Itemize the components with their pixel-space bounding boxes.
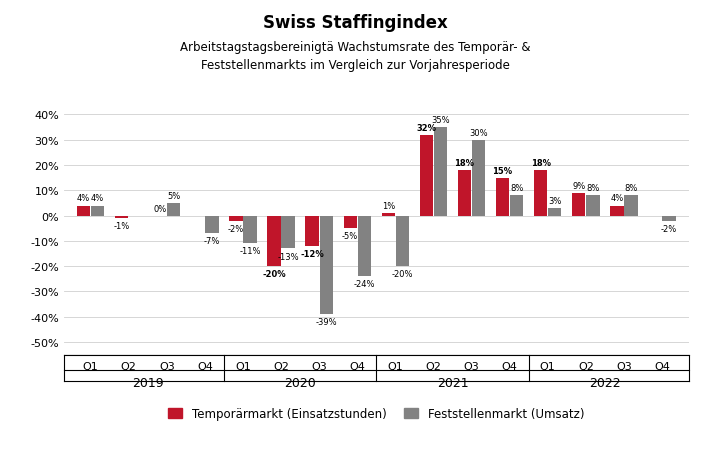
- Bar: [91, 206, 104, 216]
- Text: -2%: -2%: [661, 224, 677, 233]
- Text: Q2: Q2: [273, 361, 289, 371]
- Text: Q1: Q1: [388, 361, 403, 371]
- Text: Q3: Q3: [464, 361, 479, 371]
- Bar: [662, 216, 676, 221]
- Text: -11%: -11%: [239, 247, 261, 256]
- Text: 2019: 2019: [132, 376, 163, 389]
- Text: Q2: Q2: [425, 361, 442, 371]
- Text: Q3: Q3: [311, 361, 327, 371]
- Text: Q4: Q4: [502, 361, 518, 371]
- Text: Q1: Q1: [540, 361, 556, 371]
- Text: -2%: -2%: [228, 224, 244, 233]
- Text: -24%: -24%: [354, 280, 375, 289]
- Text: 35%: 35%: [431, 116, 450, 125]
- Bar: [229, 216, 243, 221]
- Text: -5%: -5%: [342, 232, 359, 241]
- Bar: [420, 136, 433, 216]
- Text: 0%: 0%: [153, 204, 166, 213]
- Bar: [320, 216, 333, 314]
- Text: Q3: Q3: [616, 361, 632, 371]
- Text: 32%: 32%: [416, 123, 437, 132]
- Bar: [305, 216, 319, 247]
- Bar: [610, 206, 623, 216]
- Bar: [624, 196, 638, 216]
- Text: 5%: 5%: [167, 192, 180, 201]
- Text: 8%: 8%: [624, 184, 638, 193]
- Text: 2022: 2022: [589, 376, 621, 389]
- Text: Q2: Q2: [578, 361, 594, 371]
- Bar: [344, 216, 357, 229]
- Text: 1%: 1%: [382, 202, 395, 211]
- Bar: [115, 216, 129, 219]
- Bar: [205, 216, 219, 234]
- Text: Q4: Q4: [197, 361, 213, 371]
- Text: -20%: -20%: [262, 270, 286, 278]
- Text: Q1: Q1: [82, 361, 99, 371]
- Bar: [244, 216, 257, 244]
- Bar: [496, 178, 509, 216]
- Text: 2021: 2021: [437, 376, 469, 389]
- Bar: [458, 171, 471, 216]
- Bar: [281, 216, 295, 249]
- Text: Q3: Q3: [159, 361, 175, 371]
- Bar: [268, 216, 280, 267]
- Text: 4%: 4%: [611, 194, 623, 203]
- Bar: [472, 141, 485, 216]
- Bar: [77, 206, 90, 216]
- Bar: [548, 208, 562, 216]
- Text: Q4: Q4: [349, 361, 365, 371]
- Text: Q1: Q1: [235, 361, 251, 371]
- Text: 4%: 4%: [77, 194, 90, 203]
- Text: -1%: -1%: [114, 222, 130, 231]
- Text: Q2: Q2: [121, 361, 136, 371]
- Text: Q4: Q4: [654, 361, 670, 371]
- Legend: Temporärmarkt (Einsatzstunden), Feststellenmarkt (Umsatz): Temporärmarkt (Einsatzstunden), Feststel…: [168, 407, 584, 420]
- Text: -7%: -7%: [204, 237, 220, 246]
- Bar: [382, 214, 395, 216]
- Text: 18%: 18%: [530, 159, 551, 168]
- Text: -20%: -20%: [392, 270, 413, 278]
- Bar: [586, 196, 599, 216]
- Text: 2020: 2020: [284, 376, 316, 389]
- Text: Swiss Staffingindex: Swiss Staffingindex: [263, 14, 447, 31]
- Text: 3%: 3%: [548, 197, 562, 206]
- Bar: [358, 216, 371, 277]
- Bar: [395, 216, 409, 267]
- Bar: [534, 171, 547, 216]
- Bar: [572, 193, 586, 216]
- Bar: [434, 128, 447, 216]
- Text: 8%: 8%: [510, 184, 523, 193]
- Text: 30%: 30%: [469, 128, 488, 137]
- Text: -39%: -39%: [315, 318, 337, 327]
- Bar: [510, 196, 523, 216]
- Bar: [167, 203, 180, 216]
- Text: 4%: 4%: [91, 194, 104, 203]
- Text: -13%: -13%: [278, 252, 299, 261]
- Text: 9%: 9%: [572, 182, 586, 190]
- Text: Arbeitstagstagsbereinigtä Wachstumsrate des Temporär- &
Feststellenmarkts im Ver: Arbeitstagstagsbereinigtä Wachstumsrate …: [180, 41, 530, 72]
- Text: -12%: -12%: [300, 249, 324, 258]
- Text: 15%: 15%: [493, 166, 513, 175]
- Text: 18%: 18%: [454, 159, 474, 168]
- Text: 8%: 8%: [586, 184, 599, 193]
